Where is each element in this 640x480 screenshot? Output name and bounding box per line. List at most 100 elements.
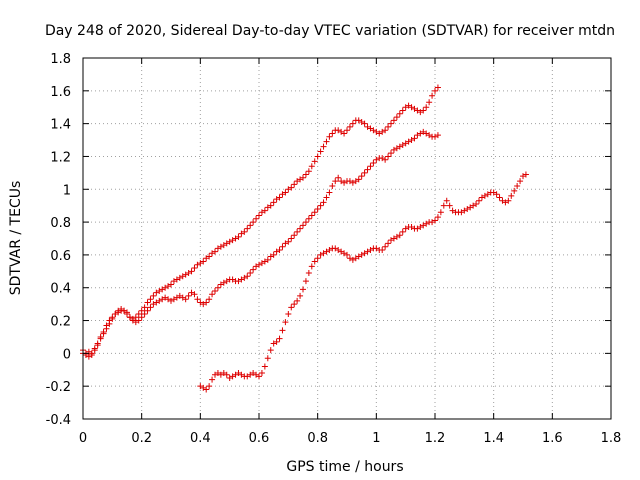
data-point-marker	[323, 194, 330, 201]
data-point-marker	[420, 107, 427, 114]
data-point-marker	[326, 133, 333, 140]
data-point-marker	[432, 217, 438, 224]
data-point-marker	[320, 199, 327, 206]
data-point-marker	[264, 256, 271, 263]
data-point-marker	[476, 197, 482, 204]
data-point-marker	[300, 222, 306, 229]
data-point-marker	[396, 110, 403, 117]
data-point-marker	[206, 383, 213, 390]
x-tick-label: 1.6	[542, 431, 563, 446]
data-point-marker	[244, 273, 251, 280]
data-point-marker	[311, 209, 318, 216]
data-point-marker	[206, 296, 213, 303]
data-point-marker	[390, 117, 397, 124]
x-tick-label: 0	[79, 431, 87, 446]
data-point-marker	[346, 123, 353, 130]
data-point-marker	[317, 148, 324, 155]
data-point-marker	[426, 99, 433, 106]
data-point-marker	[297, 292, 304, 299]
data-point-marker	[270, 199, 277, 206]
data-point-marker	[209, 376, 216, 383]
data-point-marker	[288, 235, 295, 242]
y-axis-title: SDTVAR / TECUs	[8, 181, 24, 296]
x-tick-label: 0.4	[190, 431, 211, 446]
data-point-marker	[344, 127, 350, 134]
y-tick-label: 0.8	[50, 216, 71, 231]
data-point-marker	[434, 84, 441, 91]
x-tick-label: 0.8	[307, 431, 328, 446]
data-series	[80, 84, 529, 393]
data-point-marker	[203, 386, 210, 393]
data-point-marker	[308, 163, 315, 170]
data-point-marker	[367, 163, 374, 170]
data-point-marker	[344, 251, 350, 258]
data-point-marker	[267, 202, 274, 209]
data-point-marker	[261, 363, 268, 370]
x-tick-label: 1	[372, 431, 380, 446]
data-point-marker	[168, 281, 174, 288]
data-point-marker	[385, 123, 392, 130]
data-point-marker	[446, 202, 453, 209]
data-point-marker	[349, 120, 356, 127]
chart-title: Day 248 of 2020, Sidereal Day-to-day VTE…	[45, 23, 615, 39]
data-point-marker	[314, 205, 321, 212]
data-point-marker	[121, 307, 128, 314]
data-point-marker	[200, 258, 207, 265]
data-point-marker	[241, 228, 248, 235]
data-point-marker	[194, 296, 201, 303]
y-tick-label: 0.6	[50, 249, 71, 264]
data-point-marker	[302, 219, 309, 226]
data-point-marker	[203, 299, 210, 306]
data-point-marker	[399, 107, 406, 114]
data-point-marker	[311, 258, 318, 265]
x-tick-labels: 0 0.2 0.4 0.6 0.8 1 1.2 1.4 1.6 1.8	[79, 431, 621, 446]
y-tick-label: 1.2	[50, 150, 71, 165]
y-tick-label: 0	[63, 347, 71, 362]
data-point-marker	[135, 310, 142, 317]
data-point-marker	[382, 243, 389, 250]
data-point-marker	[124, 310, 130, 317]
data-point-marker	[94, 342, 101, 349]
data-point-marker	[270, 251, 277, 258]
data-point-marker	[285, 310, 292, 317]
data-point-marker	[212, 248, 218, 255]
data-point-marker	[358, 173, 365, 180]
data-point-marker	[185, 292, 192, 299]
data-point-marker	[329, 130, 336, 137]
data-point-marker	[385, 240, 392, 247]
data-point-marker	[188, 268, 195, 275]
data-point-marker	[291, 181, 298, 188]
data-point-marker	[496, 194, 503, 201]
data-point-marker	[311, 158, 318, 165]
data-point-marker	[317, 202, 324, 209]
data-point-marker	[437, 209, 444, 216]
data-point-marker	[250, 219, 257, 226]
data-point-marker	[511, 187, 518, 194]
y-tick-label: 1.8	[50, 52, 71, 67]
data-point-marker	[323, 138, 330, 145]
data-point-marker	[434, 214, 441, 221]
data-point-marker	[294, 297, 301, 304]
data-point-marker	[144, 299, 151, 306]
data-point-marker	[138, 307, 145, 314]
x-tick-label: 1.2	[425, 431, 446, 446]
data-point-marker	[517, 178, 524, 185]
y-tick-label: 1	[63, 183, 71, 198]
data-point-marker	[355, 176, 362, 183]
data-point-marker	[150, 292, 157, 299]
data-point-marker	[291, 232, 298, 239]
data-point-marker	[273, 338, 280, 345]
data-point-marker	[326, 189, 333, 196]
data-point-marker	[320, 143, 327, 150]
data-point-marker	[279, 243, 286, 250]
data-point-marker	[147, 296, 154, 303]
data-point-marker	[253, 215, 260, 222]
data-point-marker	[103, 325, 110, 332]
data-point-marker	[396, 232, 403, 239]
data-point-marker	[329, 182, 336, 189]
data-point-marker	[261, 207, 268, 214]
data-point-marker	[264, 355, 271, 362]
data-point-marker	[388, 150, 394, 157]
data-point-marker	[209, 291, 216, 298]
plot-border	[82, 57, 612, 420]
